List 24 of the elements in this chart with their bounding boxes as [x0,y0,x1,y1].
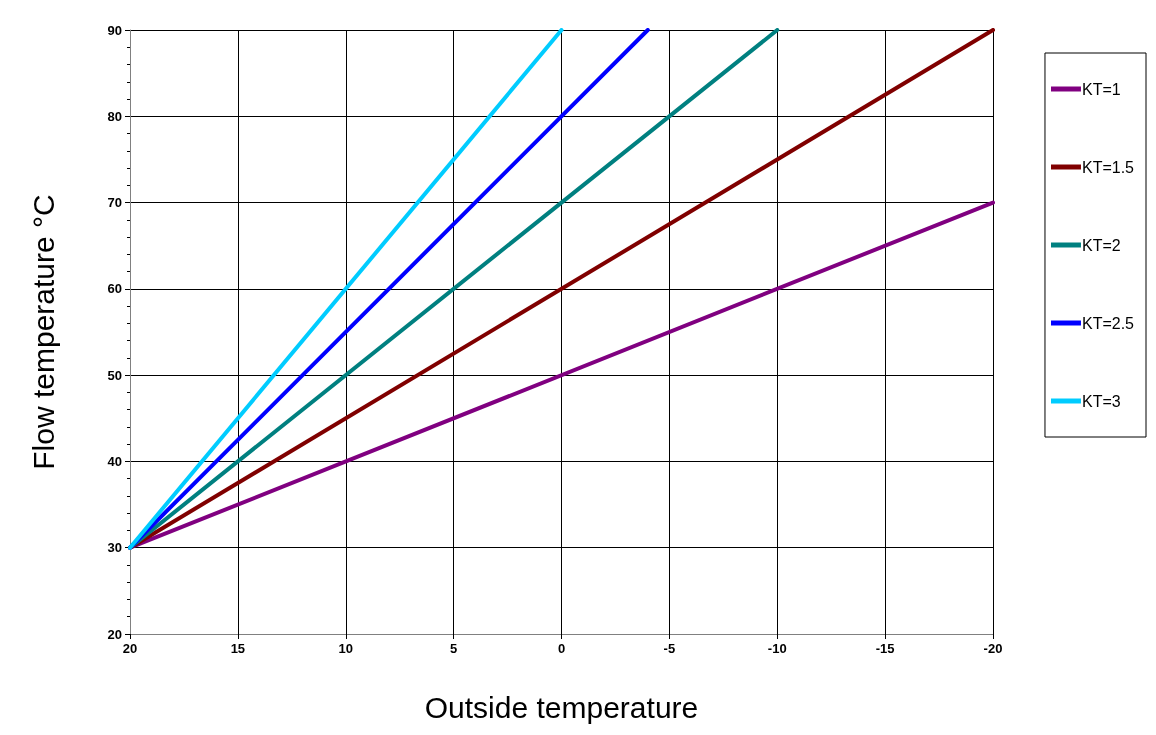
y-tick-label: 50 [107,367,122,383]
y-axis-title: Flow temperature °C [26,194,60,470]
x-tick-label: -15 [875,641,895,656]
y-tick-label: 90 [107,22,122,38]
x-tick-label: 10 [338,641,353,656]
x-tick-label: 15 [230,641,246,656]
x-tick-label: 0 [557,641,566,656]
x-tick-label: 5 [450,641,458,656]
legend-label: KT=2.5 [1081,314,1135,332]
x-tick-label: -10 [767,641,787,656]
y-tick-label: 80 [107,108,122,124]
x-tick-label: 20 [122,641,138,656]
x-tick-label: -20 [983,641,1003,656]
legend-label: KT=3 [1081,392,1121,410]
legend-label: KT=1.5 [1081,158,1135,176]
legend-label: KT=2 [1081,236,1121,254]
legend-label: KT=1 [1081,80,1121,98]
y-tick-label: 60 [107,281,122,297]
x-axis-title: Outside temperature [424,690,699,724]
x-tick-label: -5 [663,641,676,656]
y-tick-label: 70 [107,195,122,211]
y-tick-label: 20 [107,626,122,642]
y-tick-label: 40 [107,453,122,469]
y-tick-label: 30 [107,540,122,556]
